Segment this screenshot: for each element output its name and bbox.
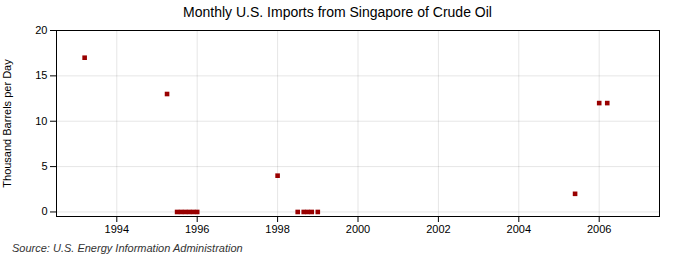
svg-text:2006: 2006 <box>587 223 611 235</box>
svg-text:1996: 1996 <box>185 223 209 235</box>
svg-text:0: 0 <box>41 205 47 217</box>
svg-text:Thousand Barrels per Day: Thousand Barrels per Day <box>1 59 13 188</box>
svg-text:1994: 1994 <box>105 223 129 235</box>
svg-text:2002: 2002 <box>426 223 450 235</box>
svg-text:1998: 1998 <box>265 223 289 235</box>
svg-text:5: 5 <box>41 160 47 172</box>
svg-text:10: 10 <box>35 115 47 127</box>
svg-text:15: 15 <box>35 69 47 81</box>
html-text:Monthly U.S. Imports from Sing: Monthly U.S. Imports from Singapore of C… <box>183 4 492 20</box>
svg-text:2000: 2000 <box>346 223 370 235</box>
svg-text:2004: 2004 <box>507 223 531 235</box>
svg-text:20: 20 <box>35 24 47 36</box>
html-text:Source: U.S. Energy Informatio: Source: U.S. Energy Information Administ… <box>12 242 243 254</box>
